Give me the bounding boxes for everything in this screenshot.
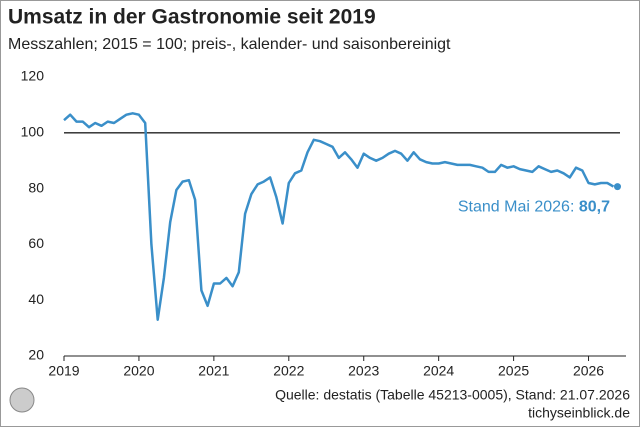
last-point: [613, 183, 621, 191]
y-tick-label: 80: [28, 179, 44, 195]
publisher: tichyseinblick.de: [528, 405, 630, 421]
data-line: [63, 112, 615, 321]
x-tick-label: 2020: [123, 363, 154, 379]
x-tick-label: 2025: [498, 363, 529, 379]
x-tick-label: 2021: [198, 363, 229, 379]
annotation: Stand Mai 2026: 80,7: [458, 199, 610, 216]
x-tick-label: 2024: [423, 363, 454, 379]
chart-title: Umsatz in der Gastronomie seit 2019: [8, 6, 376, 29]
y-tick-label: 120: [21, 68, 45, 84]
x-tick-label: 2023: [348, 363, 379, 379]
y-tick-label: 20: [28, 347, 44, 363]
annotation-text: Stand Mai 2026:: [458, 199, 575, 216]
annotation-value: 80,7: [579, 199, 610, 216]
y-tick-label: 100: [21, 124, 45, 140]
x-tick-label: 2022: [273, 363, 304, 379]
x-tick-label: 2019: [48, 363, 79, 379]
chart-subtitle: Messzahlen; 2015 = 100; preis-, kalender…: [8, 36, 451, 53]
logo: [9, 387, 35, 413]
source: Quelle: destatis (Tabelle 45213-0005), S…: [275, 387, 630, 403]
y-tick-label: 60: [28, 235, 44, 251]
y-tick-label: 40: [28, 291, 44, 307]
x-tick-label: 2026: [573, 363, 604, 379]
